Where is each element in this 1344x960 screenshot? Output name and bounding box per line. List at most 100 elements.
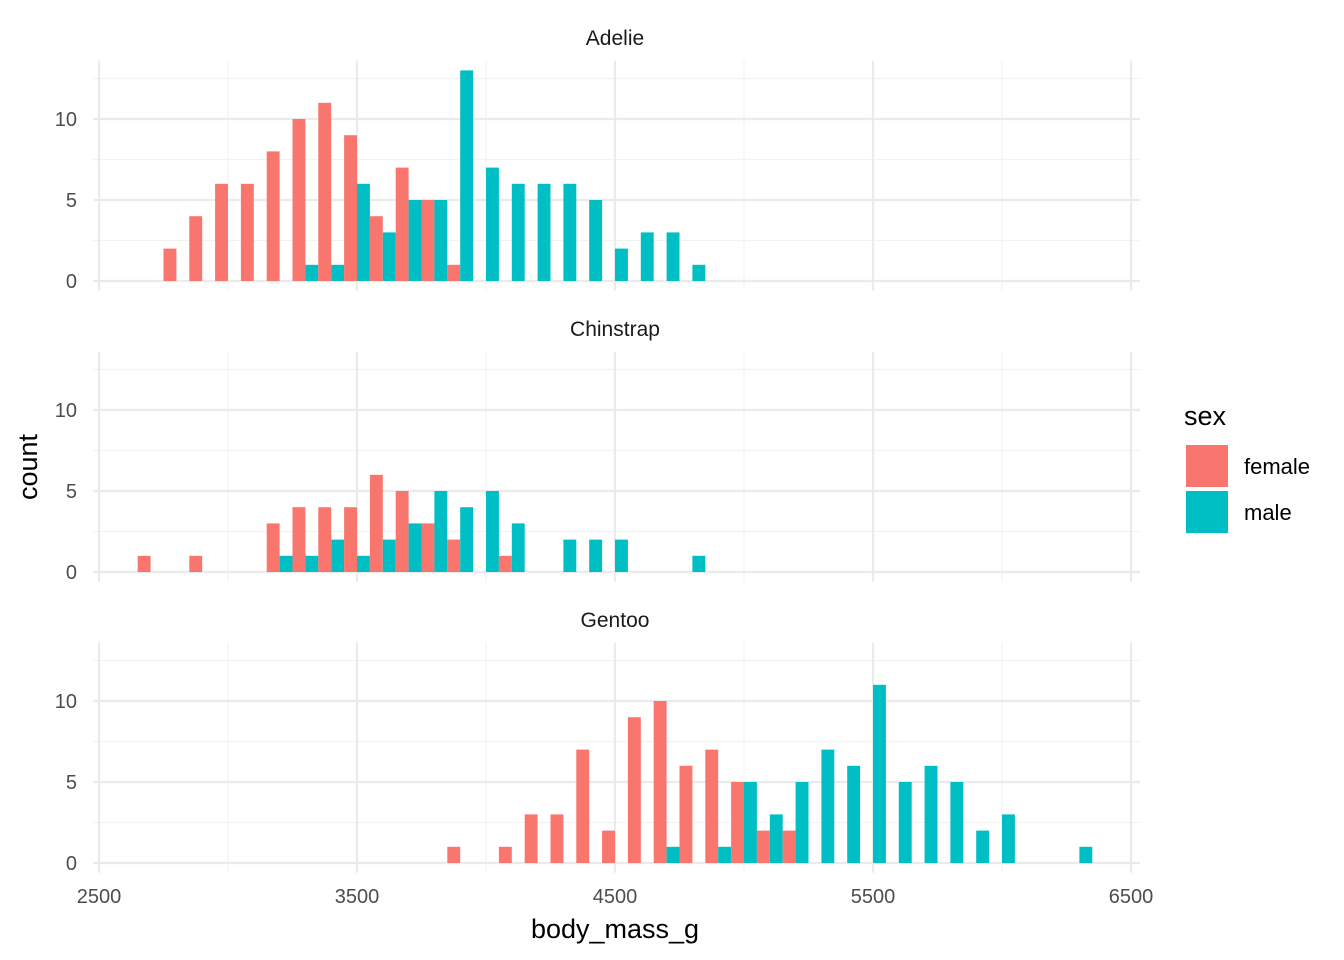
bar-gentoo-male-5400	[847, 765, 861, 863]
legend-key-male	[1186, 491, 1228, 533]
x-tick-label: 6500	[1109, 886, 1154, 908]
bar-adelie-male-4400	[589, 200, 603, 281]
bar-chinstrap-male-4100	[511, 523, 525, 572]
y-tick-label: 10	[55, 109, 77, 131]
bar-chinstrap-female-3300	[292, 507, 306, 572]
bar-adelie-female-2800	[163, 248, 177, 281]
bar-adelie-male-4000	[486, 167, 499, 281]
y-tick-label: 0	[66, 562, 77, 584]
bar-gentoo-female-4900	[705, 749, 719, 863]
bar-gentoo-female-4700	[653, 701, 667, 863]
x-tick-label: 2500	[77, 886, 122, 908]
bar-chinstrap-female-4100	[498, 555, 512, 572]
legend-title: sex	[1184, 401, 1227, 431]
bar-chinstrap-male-3500	[357, 555, 370, 572]
bar-gentoo-female-4300	[550, 814, 564, 863]
bar-gentoo-male-5800	[950, 782, 964, 863]
bar-chinstrap-male-3800	[434, 491, 448, 572]
bar-gentoo-female-4800	[679, 765, 693, 863]
x-axis-title: body_mass_g	[531, 914, 699, 944]
bar-adelie-female-3100	[240, 183, 254, 281]
panel-gentoo: Gentoo 0 5 10	[55, 609, 1140, 875]
bar-chinstrap-male-4800	[692, 555, 706, 572]
x-tick-label: 5500	[851, 886, 896, 908]
bar-adelie-male-3600	[382, 232, 396, 281]
bar-chinstrap-female-3200	[266, 523, 280, 572]
bar-gentoo-female-4400	[576, 749, 590, 863]
y-tick-label: 5	[66, 481, 77, 503]
bar-adelie-female-3600	[369, 216, 383, 281]
bar-chinstrap-male-3400	[331, 539, 345, 572]
x-axis-ticks: 2500 3500 4500 5500 6500	[77, 886, 1154, 908]
bar-adelie-male-4700	[666, 232, 680, 281]
bar-adelie-female-3400	[318, 102, 332, 281]
bar-gentoo-female-5000	[731, 782, 744, 863]
bar-chinstrap-male-4400	[589, 539, 603, 572]
bar-gentoo-male-5900	[976, 830, 990, 863]
bar-adelie-female-3000	[215, 183, 228, 281]
bar-adelie-female-2900	[189, 216, 203, 281]
bar-gentoo-male-5100	[769, 814, 783, 863]
x-tick-label: 3500	[335, 886, 380, 908]
legend-label-male: male	[1244, 500, 1292, 525]
bar-adelie-male-4200	[537, 183, 551, 281]
bar-gentoo-male-5600	[898, 782, 912, 863]
bar-gentoo-female-4200	[524, 814, 538, 863]
y-tick-label: 0	[66, 853, 77, 875]
bar-gentoo-male-4700	[666, 846, 680, 863]
bar-gentoo-female-3900	[447, 846, 461, 863]
bar-gentoo-female-4500	[602, 830, 615, 863]
legend-key-female	[1186, 445, 1228, 487]
legend: sex female male	[1184, 401, 1310, 533]
bar-gentoo-female-5200	[782, 830, 796, 863]
bar-chinstrap-male-4500	[615, 539, 628, 572]
bar-chinstrap-female-2900	[189, 555, 203, 572]
bar-gentoo-male-5000	[744, 782, 757, 863]
bar-adelie-male-4300	[563, 183, 577, 281]
bar-adelie-female-3800	[421, 200, 435, 281]
bar-adelie-male-3400	[331, 264, 345, 281]
bar-chinstrap-male-4300	[563, 539, 577, 572]
bar-chinstrap-female-3700	[395, 491, 409, 572]
bar-adelie-male-3800	[434, 200, 448, 281]
bar-chinstrap-male-3300	[305, 555, 319, 572]
bar-adelie-male-3300	[305, 264, 319, 281]
bar-adelie-male-3700	[408, 200, 422, 281]
y-tick-label: 0	[66, 271, 77, 293]
strip-label-gentoo: Gentoo	[581, 609, 650, 632]
bar-gentoo-male-5700	[924, 765, 938, 863]
bar-gentoo-male-4900	[718, 846, 732, 863]
bar-chinstrap-female-3800	[421, 523, 435, 572]
strip-label-adelie: Adelie	[586, 27, 644, 50]
bar-chinstrap-male-3200	[279, 555, 293, 572]
y-tick-label: 5	[66, 190, 77, 212]
bar-chinstrap-male-3700	[408, 523, 422, 572]
bar-gentoo-male-6000	[1002, 814, 1015, 863]
panel-chinstrap: Chinstrap 0 5 10	[55, 318, 1140, 584]
bar-chinstrap-female-3900	[447, 539, 461, 572]
bar-adelie-male-4600	[640, 232, 654, 281]
bar-adelie-male-3900	[460, 70, 474, 282]
bar-gentoo-female-5100	[756, 830, 770, 863]
bar-gentoo-female-4100	[498, 846, 512, 863]
bar-gentoo-male-5200	[795, 782, 809, 863]
x-tick-label: 4500	[593, 886, 638, 908]
bar-adelie-male-4800	[692, 264, 706, 281]
bar-chinstrap-male-4000	[486, 491, 499, 572]
panel-adelie: Adelie 0 5 10	[55, 27, 1140, 293]
bar-chinstrap-female-2700	[137, 555, 151, 572]
y-tick-label: 5	[66, 772, 77, 794]
bar-chinstrap-male-3600	[382, 539, 396, 572]
y-tick-label: 10	[55, 400, 77, 422]
bar-gentoo-male-5300	[821, 749, 835, 863]
bar-chinstrap-male-3900	[460, 507, 474, 572]
bar-adelie-female-3700	[395, 167, 409, 281]
bar-gentoo-male-5500	[873, 684, 886, 863]
panels-layer: Adelie 0 5 10 Chinstrap 0 5 10 Gentoo 0 5 10 2500 350…	[55, 27, 1154, 908]
legend-label-female: female	[1244, 454, 1310, 479]
y-tick-label: 10	[55, 691, 77, 713]
bar-adelie-male-3500	[357, 183, 370, 281]
bar-chinstrap-female-3500	[344, 507, 357, 572]
bar-adelie-female-3300	[292, 119, 306, 281]
